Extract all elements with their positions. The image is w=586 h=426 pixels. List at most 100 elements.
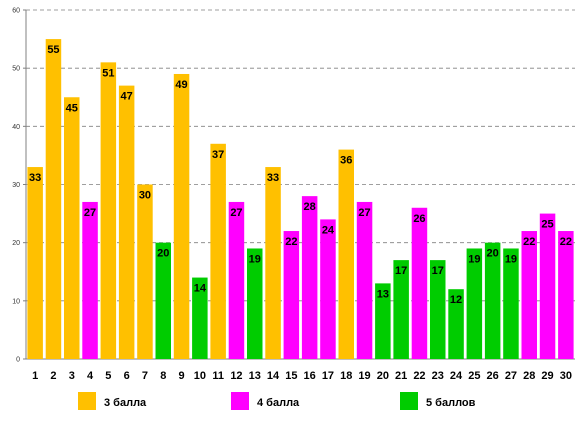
x-tick-label: 18 [340,370,352,382]
legend-swatch [231,392,249,410]
x-tick-label: 5 [105,370,111,382]
x-tick-label: 9 [178,370,184,382]
bar [338,149,354,359]
bar [45,39,62,359]
x-tick-label: 2 [50,370,56,382]
x-tick-label: 14 [267,370,280,382]
data-label: 55 [47,44,59,56]
x-tick-labels: 1 2 3 4 5 6 7 8 9 10 11 12 13 14 15 16 17 18 19 20 21 22 23 24 2… [32,370,572,382]
x-tick-label: 24 [450,370,463,382]
x-tick-label: 11 [212,370,224,382]
x-tick-label: 17 [322,370,334,382]
legend-swatch [400,392,418,410]
data-label: 17 [395,265,407,277]
data-label: 33 [29,172,41,184]
x-tick-label: 27 [505,370,517,382]
x-tick-label: 22 [413,370,425,382]
legend-item: 3 балла [78,392,147,410]
y-tick-label: 40 [12,124,20,131]
data-label: 19 [249,253,261,265]
legend-item: 4 балла [231,392,300,410]
data-label: 20 [487,248,499,260]
data-label: 22 [285,236,297,248]
bar [64,97,80,359]
legend: 3 балла 4 балла 5 баллов [78,392,476,410]
legend-label: 4 балла [257,397,300,409]
bar [301,196,318,359]
bar [228,201,245,359]
y-tick-labels: 0 10 20 30 40 50 60 [12,8,20,364]
bar [118,85,135,359]
bar [411,207,428,359]
bar [484,242,501,359]
bar [503,248,519,359]
data-label: 47 [121,91,133,103]
data-label: 12 [450,294,462,306]
data-label: 13 [377,288,389,300]
x-tick-label: 29 [541,370,553,382]
data-label: 22 [523,236,535,248]
y-tick-label: 50 [12,66,20,73]
bar [356,201,373,359]
bar [137,184,153,359]
data-label: 17 [432,265,444,277]
data-label: 36 [340,155,352,167]
y-tick-label: 30 [12,182,20,189]
legend-label: 3 балла [104,397,147,409]
bar [539,213,556,359]
x-tick-label: 30 [560,370,572,382]
x-tick-label: 21 [395,370,407,382]
bar [466,248,483,359]
bar [82,201,98,359]
bar [155,242,171,359]
bar [448,289,464,359]
bar [430,260,446,359]
x-tick-label: 1 [32,370,38,382]
x-tick-label: 25 [468,370,480,382]
bar [173,73,190,359]
data-label: 25 [541,219,553,231]
data-label: 27 [358,207,370,219]
legend-swatch [78,392,96,410]
y-tick-label: 60 [12,8,20,15]
data-label: 27 [84,207,96,219]
x-tick-label: 19 [358,370,370,382]
data-labels: 33 55 45 27 51 47 30 20 49 14 37 27 19 33 22 28 24 36 27 13… [29,44,572,306]
x-tick-label: 8 [160,370,166,382]
y-tick-label: 10 [12,298,20,305]
legend-item: 5 баллов [400,392,476,410]
bar [210,143,226,359]
bar [320,219,336,359]
bar [558,231,574,359]
data-label: 37 [212,149,224,161]
bar [521,231,537,359]
y-tick-label: 0 [16,357,20,364]
x-tick-label: 6 [124,370,130,382]
data-label: 33 [267,172,279,184]
data-label: 26 [413,213,425,225]
x-tick-label: 10 [194,370,206,382]
data-label: 30 [139,190,151,202]
bars [27,39,574,359]
data-label: 51 [102,67,114,79]
x-tick-label: 7 [142,370,148,382]
data-label: 45 [66,102,78,114]
data-label: 14 [194,283,207,295]
x-tick-label: 12 [230,370,242,382]
bar [247,248,263,359]
bar [100,62,117,359]
bar [375,283,391,359]
data-label: 19 [468,253,480,265]
bar [27,167,43,359]
x-tick-label: 13 [249,370,261,382]
bar [393,260,409,359]
x-tick-label: 20 [377,370,389,382]
data-label: 28 [304,201,316,213]
x-tick-label: 23 [432,370,444,382]
data-label: 22 [560,236,572,248]
gridlines [23,9,575,360]
x-tick-label: 28 [523,370,535,382]
axes [25,10,575,360]
data-label: 49 [175,79,187,91]
